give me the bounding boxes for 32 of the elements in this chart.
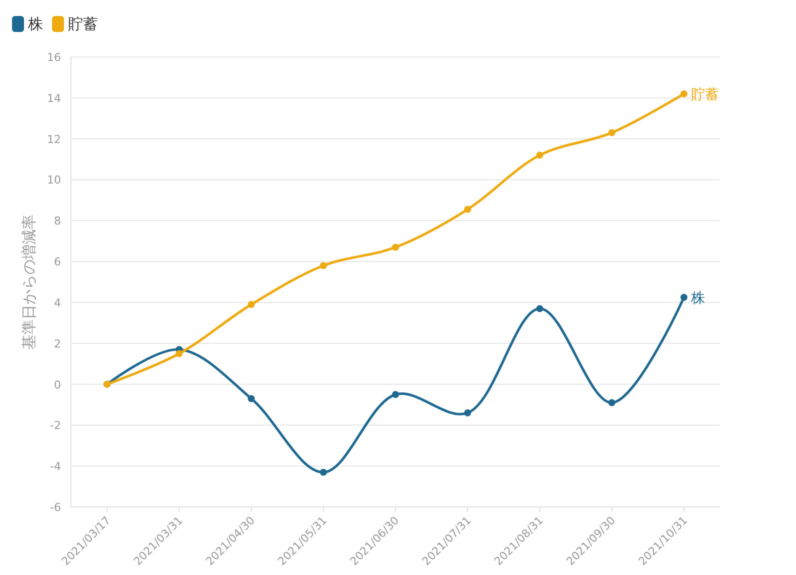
point xyxy=(248,395,255,402)
point xyxy=(176,350,183,358)
point xyxy=(536,305,544,312)
point xyxy=(392,391,399,398)
y-tick-label: 12 xyxy=(47,132,61,146)
point xyxy=(392,244,399,251)
point xyxy=(248,301,255,308)
point xyxy=(320,468,327,476)
point xyxy=(608,129,616,136)
legend-label: 貯蓄 xyxy=(68,15,98,33)
legend-label: 株 xyxy=(27,15,43,33)
y-tick-label: -6 xyxy=(50,501,61,514)
y-tick-label: 14 xyxy=(47,92,61,105)
point xyxy=(464,206,472,213)
y-tick-label: 4 xyxy=(54,296,61,310)
y-tick-label: 2 xyxy=(54,337,61,350)
y-tick-label: 8 xyxy=(54,214,61,228)
point xyxy=(320,262,327,270)
point xyxy=(680,294,688,301)
point xyxy=(680,90,688,98)
text: 貯蓄 xyxy=(690,86,719,103)
text: 株 xyxy=(690,290,705,306)
y-tick-label: 0 xyxy=(54,378,61,392)
y-tick-label: 6 xyxy=(54,256,61,269)
y-tick-label: 10 xyxy=(47,174,61,187)
y-tick-label: 16 xyxy=(47,51,61,64)
point xyxy=(536,152,544,159)
point xyxy=(464,409,472,416)
y-tick-label: -2 xyxy=(50,419,61,432)
y-axis-title: 基準日からの増減率 xyxy=(20,214,38,350)
point xyxy=(608,399,616,406)
y-tick-label: -4 xyxy=(50,460,61,474)
